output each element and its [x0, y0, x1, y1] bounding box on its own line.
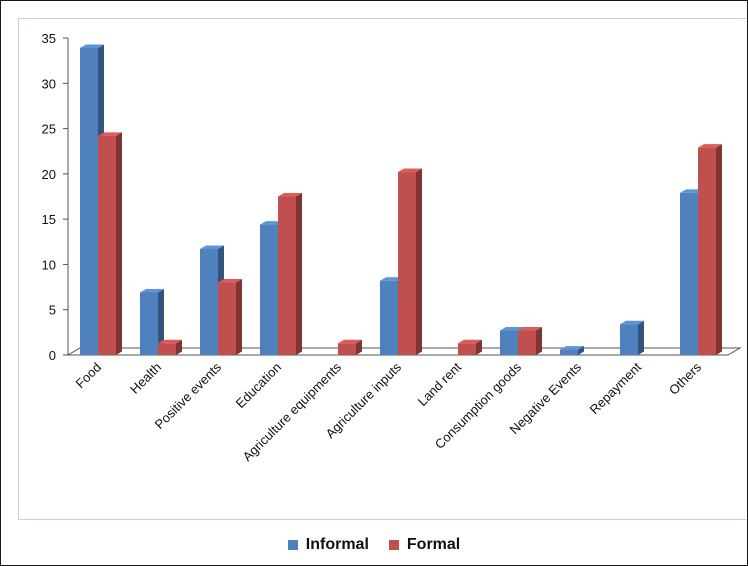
- x-category-label: Repayment: [587, 359, 645, 417]
- bar-informal-top: [560, 346, 584, 350]
- y-tick-label: 15: [42, 212, 56, 227]
- legend-item-informal: Informal: [287, 536, 369, 554]
- bar-informal-top: [80, 44, 104, 48]
- bar-formal-top: [218, 279, 242, 283]
- bar-informal: [80, 47, 98, 355]
- bar-formal: [158, 343, 176, 355]
- y-tick-label: 35: [42, 31, 56, 46]
- bar-formal: [218, 282, 236, 355]
- y-tick-label: 0: [49, 348, 56, 363]
- bar-formal-top: [398, 168, 422, 173]
- bar-formal: [698, 147, 716, 355]
- bar-formal: [458, 343, 476, 355]
- bar-informal: [680, 192, 698, 355]
- bar-informal: [620, 324, 638, 355]
- bar-informal-side: [158, 289, 164, 355]
- bar-formal-top: [458, 339, 482, 344]
- x-category-label: Food: [73, 360, 105, 392]
- bar-informal: [560, 349, 578, 355]
- x-category-label: Agriculture equipments: [239, 359, 344, 464]
- legend-swatch-informal: [287, 540, 298, 550]
- bar-formal-side: [176, 339, 182, 355]
- bar-formal-side: [416, 168, 422, 355]
- bar-formal: [398, 172, 416, 355]
- bar-formal-side: [476, 339, 482, 355]
- bar-formal-top: [158, 339, 182, 344]
- x-category-label: Land rent: [415, 359, 465, 409]
- bar-formal: [98, 135, 116, 355]
- y-tick-label: 30: [42, 76, 56, 91]
- bar-informal-side: [578, 346, 584, 355]
- y-tick-label: 25: [42, 122, 56, 137]
- bar-informal-top: [500, 327, 524, 331]
- bar-formal-side: [296, 193, 302, 355]
- bar-formal-side: [356, 339, 362, 355]
- bar-informal-side: [638, 320, 644, 355]
- bar-informal: [140, 292, 158, 355]
- y-tick-label: 10: [42, 257, 56, 272]
- bar-formal-side: [536, 327, 542, 355]
- bar-formal: [518, 330, 536, 355]
- bar-formal-top: [278, 193, 302, 197]
- bar-formal-side: [116, 132, 122, 355]
- bar-informal: [500, 330, 518, 355]
- bar-formal: [278, 196, 296, 355]
- bar-formal-top: [98, 132, 122, 136]
- bar-informal-top: [200, 245, 224, 250]
- bar-informal-top: [620, 320, 644, 325]
- bar-formal-side: [236, 279, 242, 355]
- x-category-label: Education: [233, 360, 284, 411]
- legend-item-formal: Formal: [388, 536, 461, 554]
- x-category-label: Others: [666, 359, 705, 398]
- bar-informal: [200, 249, 218, 355]
- plot-area-border: [18, 18, 746, 520]
- legend: Informal Formal: [0, 536, 748, 554]
- bar-formal: [338, 343, 356, 355]
- y-tick-label: 20: [42, 167, 56, 182]
- y-tick-label: 5: [49, 303, 56, 318]
- legend-label-informal: Informal: [305, 536, 369, 553]
- bar-formal-top: [698, 144, 722, 148]
- x-category-label: Health: [127, 360, 164, 397]
- bar-formal-side: [716, 144, 722, 355]
- bar-informal: [380, 280, 398, 355]
- bar-informal: [260, 224, 278, 355]
- legend-swatch-formal: [388, 540, 399, 550]
- bar-informal-top: [140, 289, 164, 293]
- legend-label-formal: Formal: [406, 536, 461, 553]
- bar-formal-top: [518, 327, 542, 331]
- bar-formal-top: [338, 339, 362, 344]
